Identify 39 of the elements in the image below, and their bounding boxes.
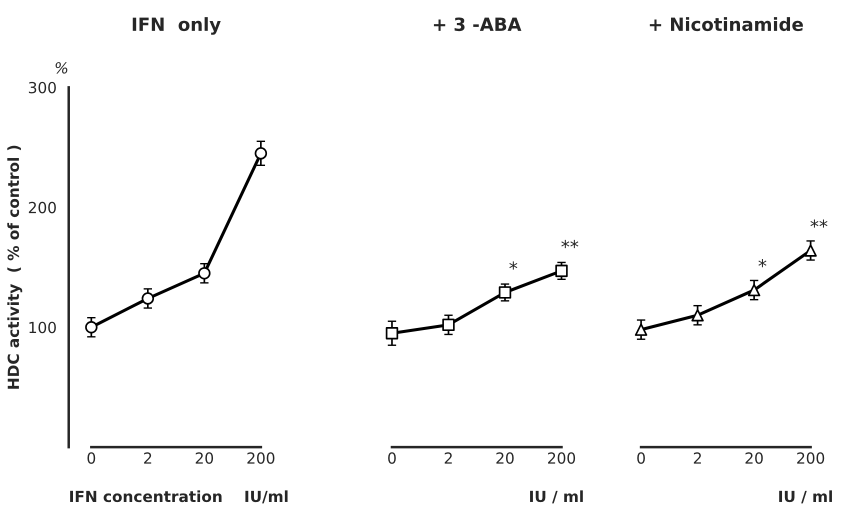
y-tick-label: 200 <box>28 202 56 214</box>
point <box>142 292 154 305</box>
x-tick-label: 200 <box>548 452 576 464</box>
x-tick-label: 200 <box>247 452 274 464</box>
annotation: * <box>758 259 766 268</box>
point <box>634 323 648 336</box>
x-tick-label: 2 <box>144 452 152 464</box>
y-tick-label: 100 <box>29 322 56 334</box>
point <box>442 318 455 332</box>
y-tick-label: 300 <box>28 82 56 94</box>
x-tick-label: 20 <box>496 452 514 464</box>
point <box>748 284 760 296</box>
chart-title: IFN only <box>132 17 221 35</box>
x-tick-label: 0 <box>388 452 396 464</box>
annotation: * <box>509 261 518 270</box>
x-tick-label: 2 <box>444 452 452 464</box>
point <box>85 321 98 334</box>
point <box>386 327 398 340</box>
text: % <box>56 62 68 74</box>
x-tick-label: 0 <box>87 452 96 464</box>
point <box>198 267 211 280</box>
point <box>254 147 268 160</box>
annotation: ** <box>810 219 828 228</box>
chart-title: + 3 -ABA <box>434 17 522 32</box>
point <box>555 264 568 278</box>
x-tick-label: 0 <box>637 452 645 464</box>
x-tick-label: 20 <box>196 452 214 464</box>
point <box>498 286 512 299</box>
x-axis-title: IFN concentration IU/ml <box>70 490 288 504</box>
point <box>804 244 817 257</box>
point <box>691 309 704 322</box>
x-tick-label: 20 <box>746 452 763 464</box>
chart-title: + Nicotinamide <box>650 17 803 32</box>
x-axis-title: IU / ml <box>779 490 832 504</box>
x-tick-label: 200 <box>797 452 824 464</box>
y-axis-title: HDC activity ( % of control ) <box>7 146 22 389</box>
annotation: ** <box>561 240 578 248</box>
x-axis-title: IU / ml <box>530 490 583 504</box>
x-tick-label: 2 <box>694 452 701 464</box>
